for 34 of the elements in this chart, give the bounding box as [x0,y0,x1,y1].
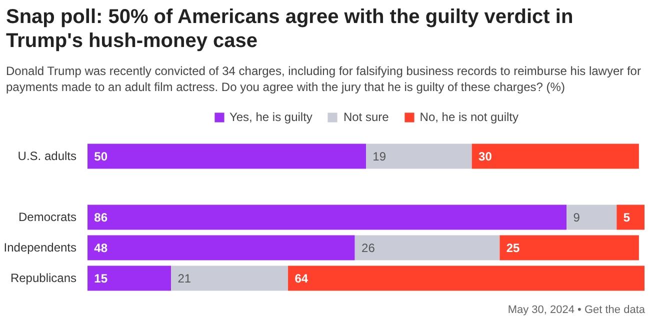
bar [566,204,617,230]
text: May 30, 2024 • Get the data [508,303,645,318]
data-label: 15 [94,272,108,286]
bar [88,266,172,291]
data-label: 30 [478,150,492,164]
bar [88,204,567,230]
legend-label: No, he is not guilty [420,110,519,124]
bar [366,144,472,169]
y-tick-label: Republicans [10,271,77,286]
chart-subtitle: Donald Trump was recently convicted of 34 charges, including for falsifying business records to reimburse his lawyer for payments made to an adult film actress. Do you agree with the jury that he is guilty of these charges? (%) [6,63,642,96]
legend-label: Yes, he is guilty [229,110,312,124]
bar [171,266,288,291]
bar [288,266,644,291]
legend-label: Not sure [343,110,389,124]
data-label: 19 [372,150,386,164]
bar [472,144,639,169]
data-label: 86 [94,210,108,225]
data-label: 26 [362,241,376,256]
data-label: 25 [506,241,520,256]
data-label: 5 [623,210,630,225]
bar [500,235,639,260]
data-label: 9 [573,210,580,225]
data-label: 21 [178,272,192,286]
y-tick-label: Democrats [18,210,76,224]
chart-title: Snap poll: 50% of Americans agree with the guilty verdict in Trump's hush-money case [6,5,574,53]
bar [88,144,366,169]
bar [88,235,355,260]
y-tick-label: U.S. adults [18,149,77,164]
bar [616,204,644,230]
bar [354,235,500,260]
data-label: 64 [294,272,308,286]
y-tick-label: Independents [4,240,76,255]
data-label: 50 [94,150,108,164]
data-label: 48 [94,241,108,256]
